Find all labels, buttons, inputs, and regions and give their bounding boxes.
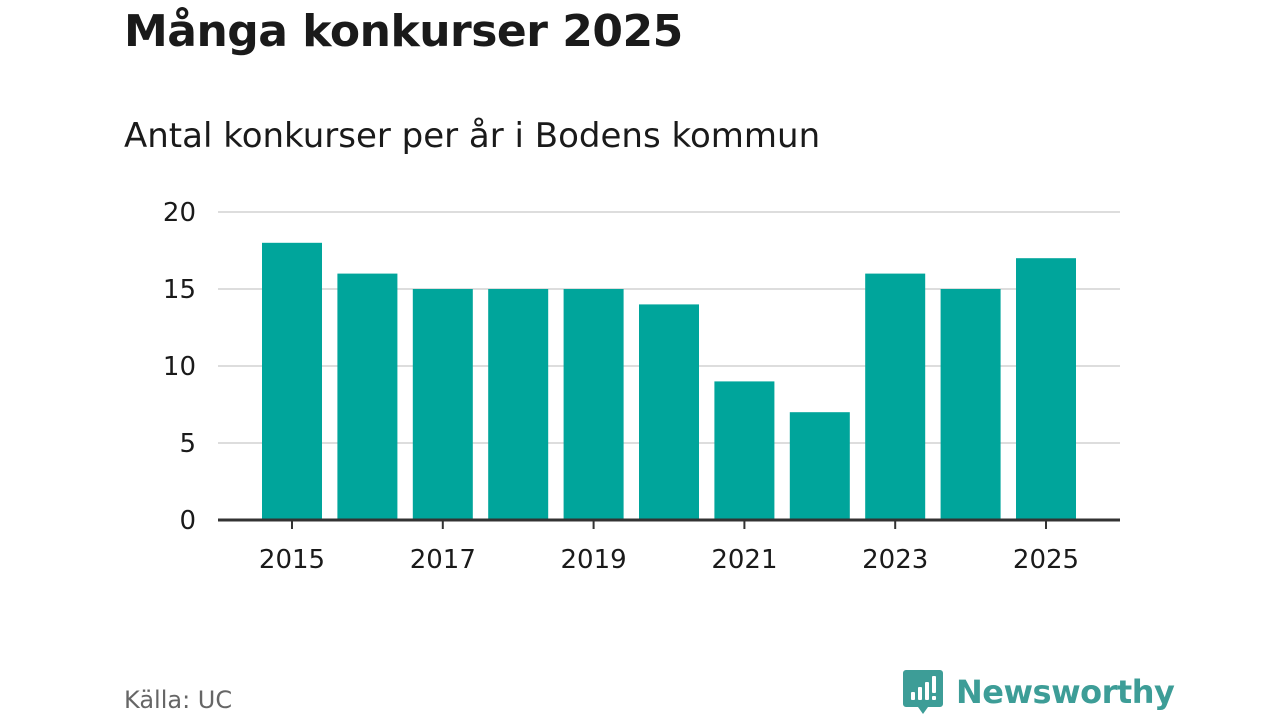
bar-2019: [563, 289, 624, 520]
source-note: Källa: UC: [124, 686, 233, 714]
x-tick-label: 2019: [561, 545, 627, 575]
brand-name: Newsworthy: [956, 673, 1175, 711]
x-tick-label: 2021: [711, 545, 777, 575]
brand-logo-group[interactable]: Newsworthy: [902, 668, 1175, 716]
bar-2024: [940, 289, 1001, 520]
axis-layer: 0 5 10 15 20 2015 2017 2019 2021 2023 2025: [163, 198, 1120, 575]
bar-2018: [488, 289, 549, 520]
bar-2020: [639, 304, 699, 520]
bar-2015: [262, 242, 322, 521]
bar-2025: [1016, 258, 1076, 520]
x-tick-label: 2023: [862, 545, 928, 575]
y-tick-label: 0: [179, 506, 196, 536]
x-tick-label: 2017: [410, 545, 476, 575]
bar-layer: [262, 242, 1076, 521]
y-tick-label: 10: [163, 352, 196, 382]
y-tick-label: 15: [163, 275, 196, 305]
x-tick-label: 2015: [259, 545, 325, 575]
newsworthy-logo-icon: [903, 670, 943, 714]
chart-subtitle: Antal konkurser per år i Bodens kommun: [124, 116, 821, 156]
bar-2023: [865, 273, 926, 520]
y-tick-label: 5: [179, 429, 196, 459]
bar-2021: [714, 381, 775, 520]
bar-2017: [412, 289, 473, 520]
chart-title: Många konkurser 2025: [124, 6, 683, 57]
bar-2016: [337, 273, 398, 520]
x-tick-label: 2025: [1013, 545, 1079, 575]
bar-2022: [789, 412, 850, 520]
y-tick-label: 20: [163, 198, 196, 228]
